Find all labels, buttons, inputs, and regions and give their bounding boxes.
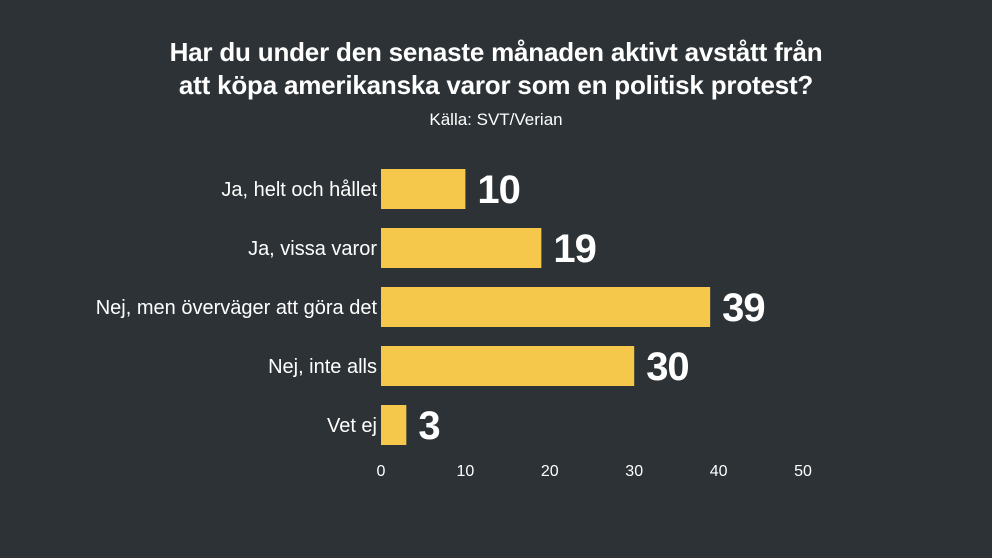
x-tick-label-4: 40 xyxy=(710,463,728,480)
chart-title-line-2: att köpa amerikanska varor som en politi… xyxy=(178,70,814,100)
chart-header: Har du under den senaste månaden aktivt … xyxy=(0,36,992,130)
category-label-4: Vet ej xyxy=(327,415,377,437)
bar-0 xyxy=(381,169,466,209)
bar-2 xyxy=(381,287,711,327)
x-tick-label-5: 50 xyxy=(794,463,812,480)
chart-title-line-1: Har du under den senaste månaden aktivt … xyxy=(169,37,823,67)
x-tick-label-0: 0 xyxy=(377,463,386,480)
category-label-1: Ja, vissa varor xyxy=(248,238,377,260)
bar-3 xyxy=(381,346,635,386)
category-label-2: Nej, men överväger att göra det xyxy=(96,297,378,319)
value-label-1: 19 xyxy=(553,227,596,271)
category-label-0: Ja, helt och hållet xyxy=(221,179,377,201)
value-label-2: 39 xyxy=(722,286,765,330)
value-label-3: 30 xyxy=(646,345,689,389)
x-tick-label-3: 30 xyxy=(625,463,643,480)
value-label-0: 10 xyxy=(477,168,520,212)
bar-1 xyxy=(381,228,542,268)
bar-4 xyxy=(381,405,407,445)
category-label-3: Nej, inte alls xyxy=(268,356,377,378)
x-tick-label-1: 10 xyxy=(457,463,475,480)
x-tick-label-2: 20 xyxy=(541,463,559,480)
chart-source: Källa: SVT/Verian xyxy=(429,110,563,129)
value-label-4: 3 xyxy=(418,404,439,448)
